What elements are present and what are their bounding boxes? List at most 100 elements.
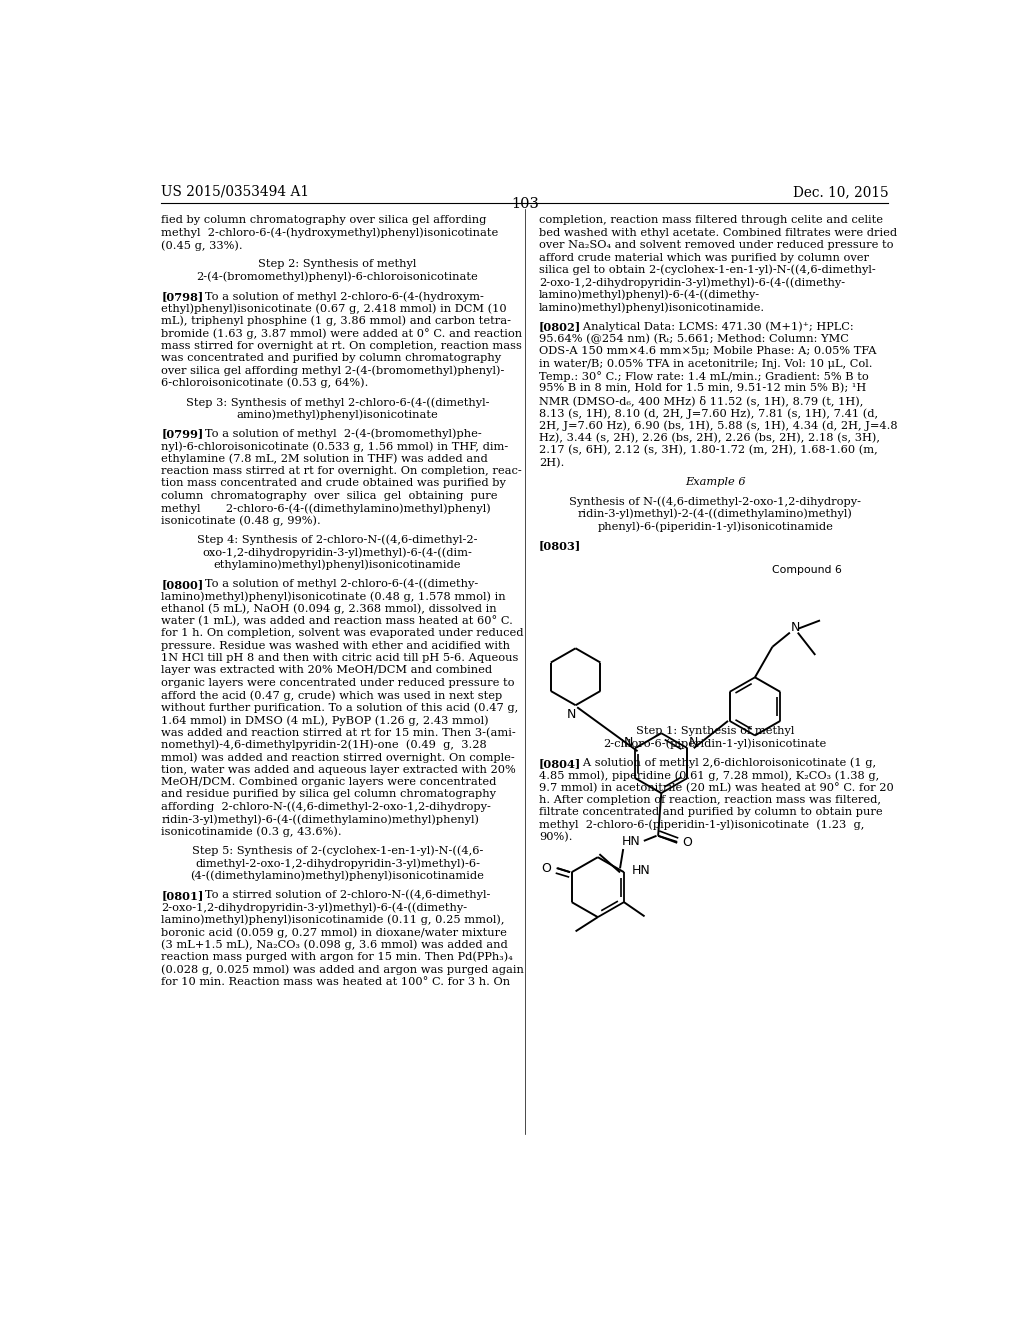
Text: [0804]: [0804] (539, 758, 582, 768)
Text: 2-oxo-1,2-dihydropyridin-3-yl)methyl)-6-(4-((dimethy-: 2-oxo-1,2-dihydropyridin-3-yl)methyl)-6-… (539, 277, 845, 288)
Text: 1N HCl till pH 8 and then with citric acid till pH 5-6. Aqueous: 1N HCl till pH 8 and then with citric ac… (162, 653, 519, 663)
Text: Step 5: Synthesis of 2-(cyclohex-1-en-1-yl)-N-((4,6-: Step 5: Synthesis of 2-(cyclohex-1-en-1-… (191, 846, 483, 857)
Text: Temp.: 30° C.; Flow rate: 1.4 mL/min.; Gradient: 5% B to: Temp.: 30° C.; Flow rate: 1.4 mL/min.; G… (539, 371, 868, 381)
Text: filtrate concentrated and purified by column to obtain pure: filtrate concentrated and purified by co… (539, 808, 883, 817)
Text: 95% B in 8 min, Hold for 1.5 min, 9.51-12 min 5% B); ¹H: 95% B in 8 min, Hold for 1.5 min, 9.51-1… (539, 383, 866, 393)
Text: (4-((dimethylamino)methyl)phenyl)isonicotinamide: (4-((dimethylamino)methyl)phenyl)isonico… (190, 871, 484, 882)
Text: water (1 mL), was added and reaction mass heated at 60° C.: water (1 mL), was added and reaction mas… (162, 616, 513, 627)
Text: tion mass concentrated and crude obtained was purified by: tion mass concentrated and crude obtaine… (162, 478, 506, 488)
Text: ethyl)phenyl)isonicotinate (0.67 g, 2.418 mmol) in DCM (10: ethyl)phenyl)isonicotinate (0.67 g, 2.41… (162, 304, 507, 314)
Text: methyl  2-chloro-6-(piperidin-1-yl)isonicotinate  (1.23  g,: methyl 2-chloro-6-(piperidin-1-yl)isonic… (539, 820, 864, 830)
Text: Synthesis of N-((4,6-dimethyl-2-oxo-1,2-dihydropy-: Synthesis of N-((4,6-dimethyl-2-oxo-1,2-… (569, 496, 861, 507)
Text: completion, reaction mass filtered through celite and celite: completion, reaction mass filtered throu… (539, 215, 883, 226)
Text: Analytical Data: LCMS: 471.30 (M+1)⁺; HPLC:: Analytical Data: LCMS: 471.30 (M+1)⁺; HP… (571, 321, 853, 331)
Text: Step 2: Synthesis of methyl: Step 2: Synthesis of methyl (258, 259, 417, 269)
Text: bromide (1.63 g, 3.87 mmol) were added at 0° C. and reaction: bromide (1.63 g, 3.87 mmol) were added a… (162, 329, 522, 339)
Text: [0800]: [0800] (162, 578, 204, 590)
Text: US 2015/0353494 A1: US 2015/0353494 A1 (162, 185, 309, 199)
Text: without further purification. To a solution of this acid (0.47 g,: without further purification. To a solut… (162, 702, 518, 713)
Text: mL), triphenyl phosphine (1 g, 3.86 mmol) and carbon tetra-: mL), triphenyl phosphine (1 g, 3.86 mmol… (162, 315, 511, 326)
Text: ridin-3-yl)methyl)-6-(4-((dimethylamino)methyl)phenyl): ridin-3-yl)methyl)-6-(4-((dimethylamino)… (162, 814, 479, 825)
Text: O: O (683, 837, 692, 850)
Text: lamino)methyl)phenyl)isonicotinamide.: lamino)methyl)phenyl)isonicotinamide. (539, 302, 765, 313)
Text: affording  2-chloro-N-((4,6-dimethyl-2-oxo-1,2-dihydropy-: affording 2-chloro-N-((4,6-dimethyl-2-ox… (162, 801, 492, 812)
Text: fied by column chromatography over silica gel affording: fied by column chromatography over silic… (162, 215, 486, 226)
Text: over Na₂SO₄ and solvent removed under reduced pressure to: over Na₂SO₄ and solvent removed under re… (539, 240, 894, 249)
Text: [0801]: [0801] (162, 890, 204, 900)
Text: ethylamino)methyl)phenyl)isonicotinamide: ethylamino)methyl)phenyl)isonicotinamide (214, 560, 461, 570)
Text: Step 3: Synthesis of methyl 2-chloro-6-(4-((dimethyl-: Step 3: Synthesis of methyl 2-chloro-6-(… (185, 397, 489, 408)
Text: 9.7 mmol) in acetonitrile (20 mL) was heated at 90° C. for 20: 9.7 mmol) in acetonitrile (20 mL) was he… (539, 783, 894, 793)
Text: lamino)methyl)phenyl)isonicotinamide (0.11 g, 0.25 mmol),: lamino)methyl)phenyl)isonicotinamide (0.… (162, 915, 505, 925)
Text: was concentrated and purified by column chromatography: was concentrated and purified by column … (162, 352, 502, 363)
Text: N: N (688, 735, 697, 748)
Text: O: O (542, 862, 551, 875)
Text: 95.64% (@254 nm) (Rₜ; 5.661; Method: Column: YMC: 95.64% (@254 nm) (Rₜ; 5.661; Method: Col… (539, 334, 849, 345)
Text: NMR (DMSO-d₆, 400 MHz) δ 11.52 (s, 1H), 8.79 (t, 1H),: NMR (DMSO-d₆, 400 MHz) δ 11.52 (s, 1H), … (539, 396, 863, 407)
Text: ridin-3-yl)methyl)-2-(4-((dimethylamino)methyl): ridin-3-yl)methyl)-2-(4-((dimethylamino)… (578, 508, 853, 519)
Text: over silica gel affording methyl 2-(4-(bromomethyl)phenyl)-: over silica gel affording methyl 2-(4-(b… (162, 366, 505, 376)
Text: pressure. Residue was washed with ether and acidified with: pressure. Residue was washed with ether … (162, 640, 510, 651)
Text: ODS-A 150 mm×4.6 mm×5μ; Mobile Phase: A; 0.05% TFA: ODS-A 150 mm×4.6 mm×5μ; Mobile Phase: A;… (539, 346, 877, 356)
Text: 2-oxo-1,2-dihydropyridin-3-yl)methyl)-6-(4-((dimethy-: 2-oxo-1,2-dihydropyridin-3-yl)methyl)-6-… (162, 903, 468, 913)
Text: 2-chloro-6-(piperidin-1-yl)isonicotinate: 2-chloro-6-(piperidin-1-yl)isonicotinate (603, 739, 827, 750)
Text: 1.64 mmol) in DMSO (4 mL), PyBOP (1.26 g, 2.43 mmol): 1.64 mmol) in DMSO (4 mL), PyBOP (1.26 g… (162, 715, 488, 726)
Text: Dec. 10, 2015: Dec. 10, 2015 (793, 185, 888, 199)
Text: Hz), 3.44 (s, 2H), 2.26 (bs, 2H), 2.26 (bs, 2H), 2.18 (s, 3H),: Hz), 3.44 (s, 2H), 2.26 (bs, 2H), 2.26 (… (539, 433, 880, 444)
Text: 6-chloroisonicotinate (0.53 g, 64%).: 6-chloroisonicotinate (0.53 g, 64%). (162, 378, 369, 388)
Text: 2H, J=7.60 Hz), 6.90 (bs, 1H), 5.88 (s, 1H), 4.34 (d, 2H, J=4.8: 2H, J=7.60 Hz), 6.90 (bs, 1H), 5.88 (s, … (539, 421, 898, 432)
Text: Step 4: Synthesis of 2-chloro-N-((4,6-dimethyl-2-: Step 4: Synthesis of 2-chloro-N-((4,6-di… (198, 535, 478, 545)
Text: dimethyl-2-oxo-1,2-dihydropyridin-3-yl)methyl)-6-: dimethyl-2-oxo-1,2-dihydropyridin-3-yl)m… (195, 858, 480, 869)
Text: methyl  2-chloro-6-(4-(hydroxymethyl)phenyl)isonicotinate: methyl 2-chloro-6-(4-(hydroxymethyl)phen… (162, 228, 499, 239)
Text: Step 1: Synthesis of methyl: Step 1: Synthesis of methyl (636, 726, 795, 737)
Text: amino)methyl)phenyl)isonicotinate: amino)methyl)phenyl)isonicotinate (237, 409, 438, 420)
Text: layer was extracted with 20% MeOH/DCM and combined: layer was extracted with 20% MeOH/DCM an… (162, 665, 493, 676)
Text: ethanol (5 mL), NaOH (0.094 g, 2.368 mmol), dissolved in: ethanol (5 mL), NaOH (0.094 g, 2.368 mmo… (162, 603, 497, 614)
Text: in water/B; 0.05% TFA in acetonitrile; Inj. Vol: 10 μL, Col.: in water/B; 0.05% TFA in acetonitrile; I… (539, 359, 872, 368)
Text: and residue purified by silica gel column chromatography: and residue purified by silica gel colum… (162, 789, 497, 800)
Text: (3 mL+1.5 mL), Na₂CO₃ (0.098 g, 3.6 mmol) was added and: (3 mL+1.5 mL), Na₂CO₃ (0.098 g, 3.6 mmol… (162, 940, 508, 950)
Text: A solution of methyl 2,6-dichloroisonicotinate (1 g,: A solution of methyl 2,6-dichloroisonico… (571, 758, 876, 768)
Text: tion, water was added and aqueous layer extracted with 20%: tion, water was added and aqueous layer … (162, 764, 516, 775)
Text: organic layers were concentrated under reduced pressure to: organic layers were concentrated under r… (162, 678, 515, 688)
Text: To a stirred solution of 2-chloro-N-((4,6-dimethyl-: To a stirred solution of 2-chloro-N-((4,… (195, 890, 490, 900)
Text: afford the acid (0.47 g, crude) which was used in next step: afford the acid (0.47 g, crude) which wa… (162, 690, 503, 701)
Text: lamino)methyl)phenyl)-6-(4-((dimethy-: lamino)methyl)phenyl)-6-(4-((dimethy- (539, 289, 760, 300)
Text: [0802]: [0802] (539, 321, 582, 333)
Text: mmol) was added and reaction stirred overnight. On comple-: mmol) was added and reaction stirred ove… (162, 752, 515, 763)
Text: 103: 103 (511, 197, 539, 211)
Text: To a solution of methyl 2-chloro-6-(4-((dimethy-: To a solution of methyl 2-chloro-6-(4-((… (195, 578, 478, 589)
Text: 2.17 (s, 6H), 2.12 (s, 3H), 1.80-1.72 (m, 2H), 1.68-1.60 (m,: 2.17 (s, 6H), 2.12 (s, 3H), 1.80-1.72 (m… (539, 445, 878, 455)
Text: [0799]: [0799] (162, 429, 204, 440)
Text: ethylamine (7.8 mL, 2M solution in THF) was added and: ethylamine (7.8 mL, 2M solution in THF) … (162, 453, 488, 463)
Text: mass stirred for overnight at rt. On completion, reaction mass: mass stirred for overnight at rt. On com… (162, 341, 522, 351)
Text: column  chromatography  over  silica  gel  obtaining  pure: column chromatography over silica gel ob… (162, 491, 498, 500)
Text: boronic acid (0.059 g, 0.27 mmol) in dioxane/water mixture: boronic acid (0.059 g, 0.27 mmol) in dio… (162, 927, 507, 937)
Text: 4.85 mmol), piperidine (0.61 g, 7.28 mmol), K₂CO₃ (1.38 g,: 4.85 mmol), piperidine (0.61 g, 7.28 mmo… (539, 771, 880, 781)
Text: N: N (625, 735, 634, 748)
Text: silica gel to obtain 2-(cyclohex-1-en-1-yl)-N-((4,6-dimethyl-: silica gel to obtain 2-(cyclohex-1-en-1-… (539, 265, 876, 276)
Text: nyl)-6-chloroisonicotinate (0.533 g, 1.56 mmol) in THF, dim-: nyl)-6-chloroisonicotinate (0.533 g, 1.5… (162, 441, 509, 451)
Text: (0.028 g, 0.025 mmol) was added and argon was purged again: (0.028 g, 0.025 mmol) was added and argo… (162, 965, 524, 975)
Text: HN: HN (622, 836, 641, 849)
Text: reaction mass stirred at rt for overnight. On completion, reac-: reaction mass stirred at rt for overnigh… (162, 466, 522, 475)
Text: isonicotinamide (0.3 g, 43.6%).: isonicotinamide (0.3 g, 43.6%). (162, 826, 342, 837)
Text: 2-(4-(bromomethyl)phenyl)-6-chloroisonicotinate: 2-(4-(bromomethyl)phenyl)-6-chloroisonic… (197, 272, 478, 282)
Text: nomethyl)-4,6-dimethylpyridin-2(1H)-one  (0.49  g,  3.28: nomethyl)-4,6-dimethylpyridin-2(1H)-one … (162, 739, 487, 750)
Text: Compound 6: Compound 6 (772, 565, 843, 576)
Text: afford crude material which was purified by column over: afford crude material which was purified… (539, 252, 869, 263)
Text: 2H).: 2H). (539, 458, 564, 469)
Text: bed washed with ethyl acetate. Combined filtrates were dried: bed washed with ethyl acetate. Combined … (539, 228, 897, 238)
Text: methyl       2-chloro-6-(4-((dimethylamino)methyl)phenyl): methyl 2-chloro-6-(4-((dimethylamino)met… (162, 503, 492, 513)
Text: 8.13 (s, 1H), 8.10 (d, 2H, J=7.60 Hz), 7.81 (s, 1H), 7.41 (d,: 8.13 (s, 1H), 8.10 (d, 2H, J=7.60 Hz), 7… (539, 408, 879, 418)
Text: lamino)methyl)phenyl)isonicotinate (0.48 g, 1.578 mmol) in: lamino)methyl)phenyl)isonicotinate (0.48… (162, 591, 506, 602)
Text: (0.45 g, 33%).: (0.45 g, 33%). (162, 240, 243, 251)
Text: HN: HN (632, 863, 650, 876)
Text: for 1 h. On completion, solvent was evaporated under reduced: for 1 h. On completion, solvent was evap… (162, 628, 524, 639)
Text: phenyl)-6-(piperidin-1-yl)isonicotinamide: phenyl)-6-(piperidin-1-yl)isonicotinamid… (597, 521, 834, 532)
Text: reaction mass purged with argon for 15 min. Then Pd(PPh₃)₄: reaction mass purged with argon for 15 m… (162, 952, 513, 962)
Text: N: N (791, 620, 800, 634)
Text: MeOH/DCM. Combined organic layers were concentrated: MeOH/DCM. Combined organic layers were c… (162, 777, 497, 787)
Text: Example 6: Example 6 (685, 477, 745, 487)
Text: isonicotinate (0.48 g, 99%).: isonicotinate (0.48 g, 99%). (162, 515, 322, 525)
